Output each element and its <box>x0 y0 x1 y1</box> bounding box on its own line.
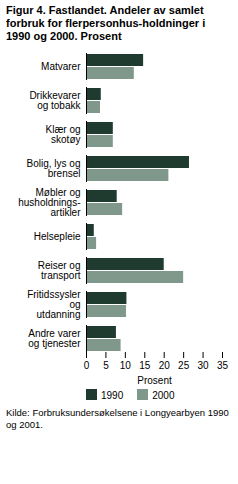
html-text:1990: 1990 <box>101 390 124 401</box>
svg-text:25: 25 <box>178 360 190 371</box>
svg-text:35: 35 <box>217 360 229 371</box>
svg-text:Helsepleie: Helsepleie <box>34 231 81 242</box>
svg-text:Klær ogskotøy: Klær ogskotøy <box>45 124 80 145</box>
svg-text:0: 0 <box>84 360 90 371</box>
svg-text:5: 5 <box>103 360 109 371</box>
svg-text:10: 10 <box>120 360 132 371</box>
svg-text:Drikkevarerog tobakk: Drikkevarerog tobakk <box>29 90 81 111</box>
svg-text:Fritidssyslerogutdanning: Fritidssyslerogutdanning <box>27 289 81 320</box>
svg-text:Møbler oghusholdnings-artikler: Møbler oghusholdnings-artikler <box>18 187 81 218</box>
html-text:Figur 4. Fastlandet. Andeler a: Figur 4. Fastlandet. Andeler av samlet f… <box>6 4 206 42</box>
svg-text:20: 20 <box>159 360 171 371</box>
svg-text:30: 30 <box>198 360 210 371</box>
svg-text:Matvarer: Matvarer <box>41 61 81 72</box>
html-text:2000: 2000 <box>152 390 175 401</box>
svg-text:Reiser ogtransport: Reiser ogtransport <box>38 260 81 281</box>
svg-text:Prosent: Prosent <box>137 375 172 386</box>
svg-text:Bolig, lys ogbrensel: Bolig, lys ogbrensel <box>27 158 81 179</box>
html-text:Kilde: Forbruksundersøkelsene: Kilde: Forbruksundersøkelsene i Longyear… <box>6 407 229 430</box>
svg-text:Andre varerog tjenester: Andre varerog tjenester <box>28 328 81 349</box>
svg-text:15: 15 <box>139 360 151 371</box>
